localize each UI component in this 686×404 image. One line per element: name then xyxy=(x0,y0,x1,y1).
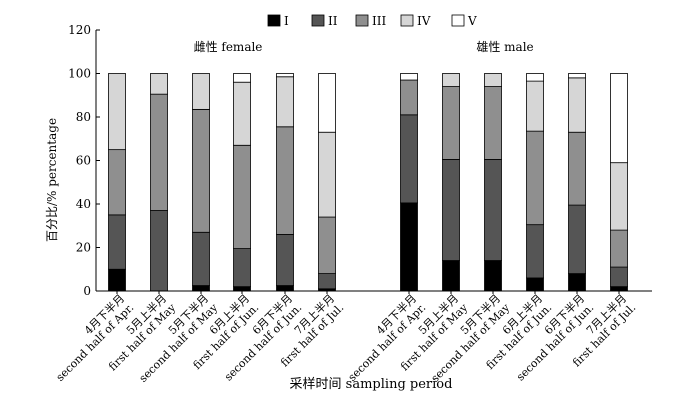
legend-label: III xyxy=(372,14,386,28)
legend-label: I xyxy=(284,14,289,28)
x-axis-label: 采样时间 sampling period xyxy=(290,377,453,392)
y-axis-label: 百分比/% percentage xyxy=(45,118,59,242)
bar-segment-IV xyxy=(108,73,126,151)
bar-segment-II xyxy=(276,234,294,286)
bar-segment-I xyxy=(233,286,251,292)
bar-segment-I xyxy=(484,260,502,292)
bar-segment-III xyxy=(610,229,628,268)
x-tick-label: 4月下半月second half of Apr. xyxy=(44,291,137,384)
bar-segment-V xyxy=(568,73,586,79)
y-tick-label: 60 xyxy=(76,154,91,168)
bar-segment-V xyxy=(400,73,418,81)
bar-segment-III xyxy=(276,126,294,235)
y-tick-label: 40 xyxy=(76,197,91,211)
axes: 0 20 40 60 80 100 120 xyxy=(68,23,652,298)
legend-swatch-III xyxy=(355,14,369,27)
bar-segment-IV xyxy=(192,73,210,110)
bar-segment-I xyxy=(108,268,126,292)
bar-segment-III xyxy=(318,216,336,275)
legend-swatch-I xyxy=(267,14,281,27)
bar-segment-III xyxy=(484,86,502,160)
bar-segment-III xyxy=(192,108,210,233)
bar-segment-II xyxy=(442,159,460,261)
bar-segment-II xyxy=(192,231,210,286)
bar-segment-II xyxy=(108,214,126,270)
bar-segment-II xyxy=(400,114,418,204)
bar-segment-V xyxy=(318,73,336,133)
bar-segment-III xyxy=(442,86,460,160)
bar-segment-IV xyxy=(318,131,336,218)
bar-segment-II xyxy=(526,224,544,279)
y-tick-label: 100 xyxy=(68,67,91,81)
legend-label: V xyxy=(467,14,477,28)
bar-segment-V xyxy=(610,73,628,164)
legend-swatch-V xyxy=(451,14,465,27)
bar-segment-IV xyxy=(233,81,251,146)
legend: I II III IV V xyxy=(267,14,477,28)
bar-segment-IV xyxy=(526,80,544,132)
bar-segment-V xyxy=(276,73,294,78)
bar-segment-I xyxy=(192,285,210,292)
bar-segment-IV xyxy=(568,77,586,133)
bar-segment-III xyxy=(568,131,586,206)
y-tick-label: 0 xyxy=(83,284,91,298)
bar-segment-II xyxy=(568,204,586,274)
bar-segment-IV xyxy=(484,73,502,87)
bar-segment-II xyxy=(318,273,336,290)
bar-segment-II xyxy=(484,159,502,261)
bar-segment-III xyxy=(526,130,544,226)
legend-swatch-IV xyxy=(400,14,414,27)
bar-segment-IV xyxy=(610,162,628,231)
x-tick-label: 4月下半月second half of Apr. xyxy=(336,291,429,384)
bar-segment-I xyxy=(276,285,294,292)
bar-segment-III xyxy=(150,93,168,211)
bar-segment-V xyxy=(526,73,544,82)
bar-segment-V xyxy=(233,73,251,83)
bar-segment-III xyxy=(233,144,251,249)
group-label: 雌性 female xyxy=(194,39,263,54)
y-tick-label: 120 xyxy=(68,23,91,37)
bar-segment-I xyxy=(568,273,586,292)
bar-segment-IV xyxy=(442,73,460,87)
legend-swatch-II xyxy=(311,14,325,27)
bar-segment-I xyxy=(400,202,418,292)
bar-segment-III xyxy=(108,149,126,216)
bar-segment-I xyxy=(442,260,460,292)
legend-label: IV xyxy=(417,14,431,28)
bar-segment-I xyxy=(610,286,628,292)
group-label: 雄性 male xyxy=(476,39,533,54)
bar-segment-III xyxy=(400,79,418,116)
y-tick-label: 20 xyxy=(76,241,91,255)
bar-segment-I xyxy=(526,277,544,292)
bar-segment-II xyxy=(233,248,251,288)
y-tick-label: 80 xyxy=(76,110,91,124)
bar-segment-II xyxy=(150,210,168,292)
legend-label: II xyxy=(328,14,338,28)
bar-segment-IV xyxy=(276,76,294,128)
bar-segment-IV xyxy=(150,73,168,95)
bar-segment-II xyxy=(610,266,628,288)
